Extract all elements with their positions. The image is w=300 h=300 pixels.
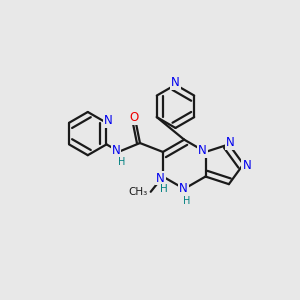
Text: N: N: [226, 136, 235, 149]
Text: H: H: [118, 157, 126, 167]
Text: H: H: [183, 196, 190, 206]
Text: N: N: [242, 159, 251, 172]
Text: CH₃: CH₃: [128, 188, 148, 197]
Text: N: N: [103, 114, 112, 127]
Text: N: N: [112, 144, 121, 157]
Text: N: N: [198, 144, 207, 157]
Text: O: O: [129, 112, 139, 124]
Text: N: N: [226, 136, 235, 149]
Text: H: H: [160, 184, 167, 194]
Text: N: N: [199, 144, 208, 157]
Text: N: N: [243, 159, 251, 172]
Text: N: N: [171, 76, 180, 89]
Text: N: N: [156, 172, 165, 184]
Text: N: N: [179, 182, 188, 195]
